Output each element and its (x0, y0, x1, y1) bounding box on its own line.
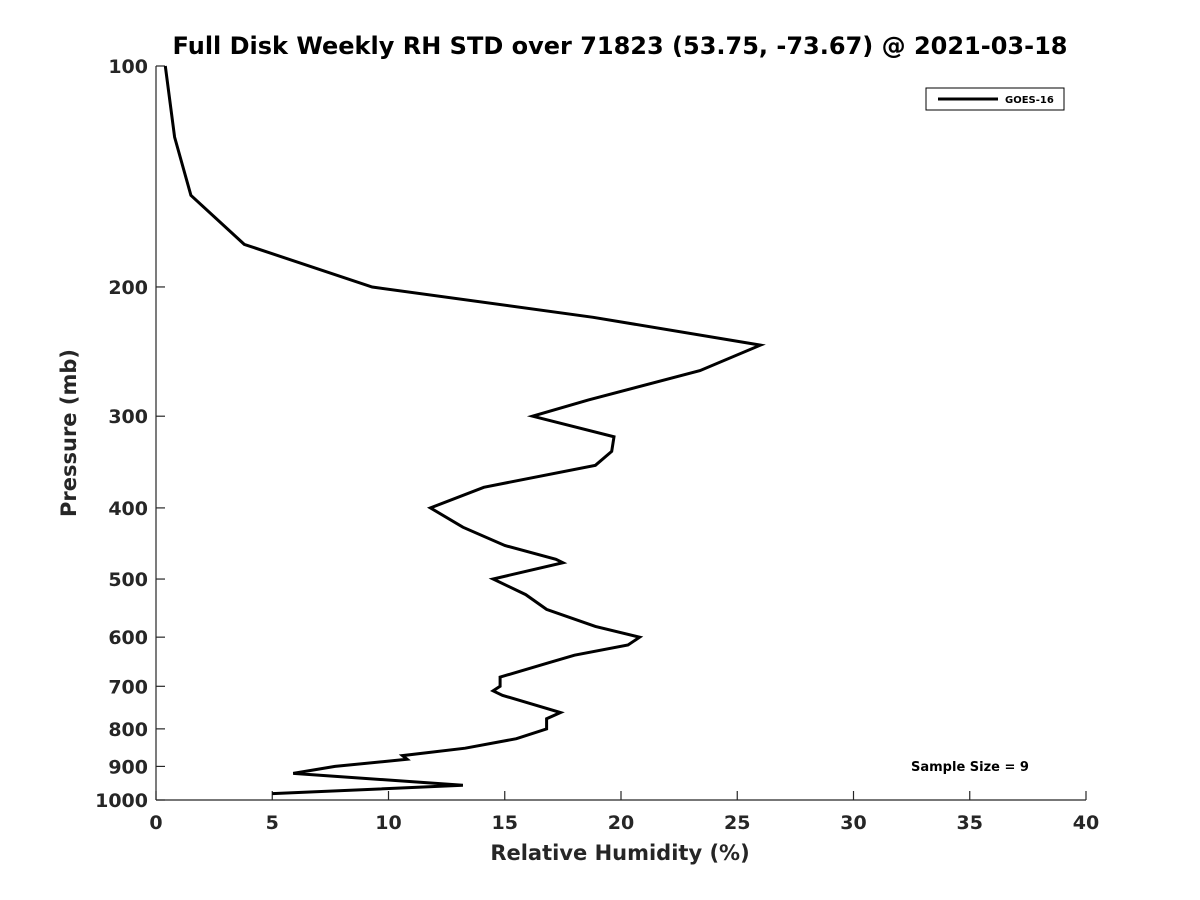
y-tick-label: 1000 (95, 790, 148, 812)
chart-title: Full Disk Weekly RH STD over 71823 (53.7… (173, 32, 1068, 60)
x-tick-label: 15 (492, 812, 518, 834)
x-tick-label: 5 (266, 812, 279, 834)
legend: GOES-16 (925, 87, 1065, 111)
y-tick-label: 100 (108, 56, 148, 78)
x-tick-label: 40 (1073, 812, 1099, 834)
x-tick-label: 35 (957, 812, 983, 834)
y-tick-label: 700 (108, 676, 148, 698)
x-axis-label: Relative Humidity (%) (490, 841, 749, 865)
y-tick-label: 900 (108, 756, 148, 778)
sample-size-annotation: Sample Size = 9 (911, 760, 1029, 775)
y-tick-label: 200 (108, 277, 148, 299)
y-axis-label: Pressure (mb) (57, 349, 81, 517)
series-line-0 (163, 65, 766, 796)
y-tick-label: 600 (108, 627, 148, 649)
legend-label: GOES-16 (1005, 95, 1054, 106)
y-tick-label: 300 (108, 406, 148, 428)
y-tick-label: 500 (108, 569, 148, 591)
x-tick-label: 10 (375, 812, 401, 834)
x-tick-label: 0 (149, 812, 162, 834)
plot-area: 0 5 10 15 20 25 30 35 40 100 200 300 400 500 600 700 800… (95, 56, 1099, 834)
x-tick-label: 25 (724, 812, 750, 834)
x-tick-label: 20 (608, 812, 634, 834)
y-tick-label: 400 (108, 498, 148, 520)
x-tick-label: 30 (840, 812, 866, 834)
y-tick-label: 800 (108, 719, 148, 741)
